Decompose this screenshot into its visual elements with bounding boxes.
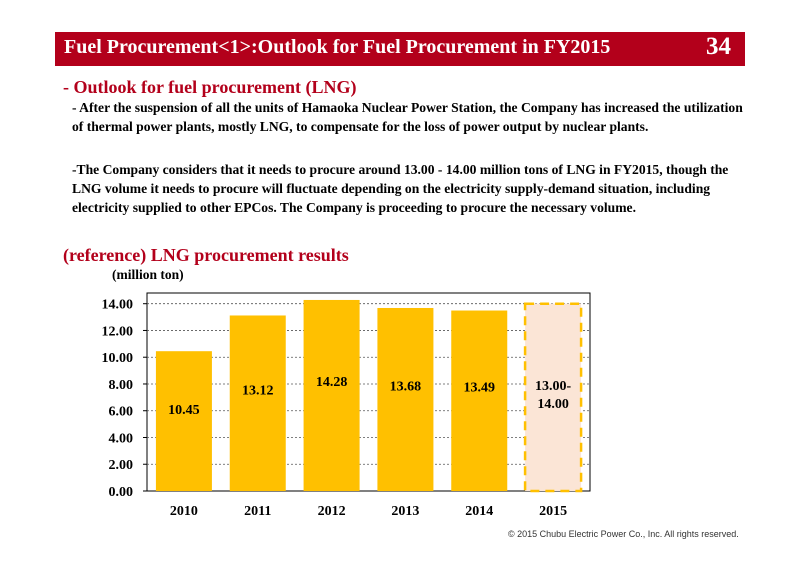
plot-frame xyxy=(146,292,591,492)
data-label-2012: 14.28 xyxy=(316,375,348,390)
title-bar: Fuel Procurement<1>:Outlook for Fuel Pro… xyxy=(55,32,745,66)
y-tick-label: 4.00 xyxy=(109,431,134,446)
x-tick-label-2011: 2011 xyxy=(244,504,271,519)
bar-2011 xyxy=(229,315,286,491)
bar-2015-forecast xyxy=(523,302,583,493)
bar-2010 xyxy=(155,351,212,491)
x-tick-label-2012: 2012 xyxy=(318,504,346,519)
y-tick-label: 6.00 xyxy=(109,405,134,420)
data-label-2015: 13.00-14.00 xyxy=(535,379,572,412)
paragraph-procurement: -The Company considers that it needs to … xyxy=(72,162,729,215)
chart-title: (reference) LNG procurement results xyxy=(63,245,349,265)
data-label-2011: 13.12 xyxy=(242,383,274,398)
page-number: 34 xyxy=(706,33,731,60)
page-title: Fuel Procurement<1>:Outlook for Fuel Pro… xyxy=(64,36,611,58)
y-tick-label: 8.00 xyxy=(109,378,134,393)
paragraph-hamaoka: - After the suspension of all the units … xyxy=(72,100,743,134)
bar-2014 xyxy=(451,310,508,491)
y-tick-label: 0.00 xyxy=(109,485,134,500)
data-label-2013: 13.68 xyxy=(390,379,422,394)
y-tick-label: 14.00 xyxy=(102,298,134,313)
bar-2012 xyxy=(303,299,360,491)
section-heading: - Outlook for fuel procurement (LNG) xyxy=(63,77,357,97)
copyright-notice: © 2015 Chubu Electric Power Co., Inc. Al… xyxy=(508,529,739,539)
y-tick-label: 10.00 xyxy=(102,351,134,366)
x-tick-label-2014: 2014 xyxy=(465,504,493,519)
bar-2013 xyxy=(377,307,434,491)
data-label-2010: 10.45 xyxy=(168,403,200,418)
y-axis-unit: (million ton) xyxy=(112,267,184,282)
x-tick-label-2010: 2010 xyxy=(170,504,198,519)
y-tick-label: 12.00 xyxy=(102,324,134,339)
x-tick-label-2015: 2015 xyxy=(539,504,567,519)
x-tick-label-2013: 2013 xyxy=(391,504,419,519)
data-label-2014: 13.49 xyxy=(464,381,496,396)
y-tick-label: 2.00 xyxy=(109,458,134,473)
